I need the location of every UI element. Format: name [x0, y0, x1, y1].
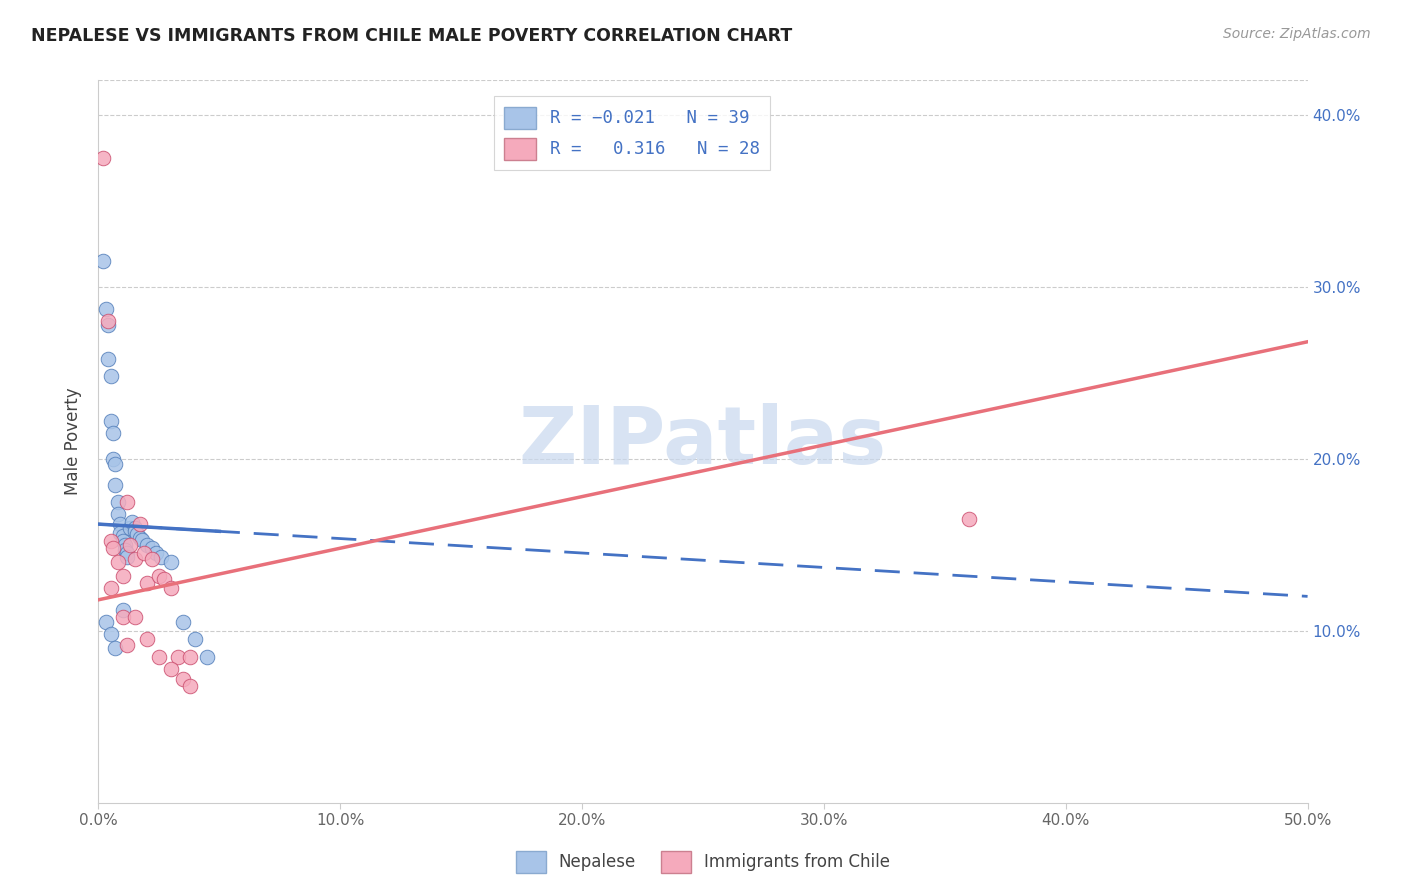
Point: [111, 603, 134, 617]
Point: [104, 457, 127, 471]
Point: [101, 541, 124, 556]
Point: [100, 581, 122, 595]
Text: ZIPatlas: ZIPatlas: [519, 402, 887, 481]
Point: [94, 302, 117, 317]
Point: [167, 649, 190, 664]
Point: [97, 318, 120, 332]
Point: [127, 527, 149, 541]
Point: [148, 649, 170, 664]
Point: [108, 525, 131, 540]
Point: [97, 314, 120, 328]
Point: [148, 568, 170, 582]
Point: [128, 531, 150, 545]
Point: [131, 533, 153, 547]
Text: Source: ZipAtlas.com: Source: ZipAtlas.com: [1223, 27, 1371, 41]
Y-axis label: Male Poverty: Male Poverty: [65, 388, 83, 495]
Point: [135, 632, 157, 647]
Point: [152, 572, 174, 586]
Point: [184, 632, 207, 647]
Point: [160, 555, 183, 569]
Point: [195, 649, 218, 664]
Point: [100, 627, 122, 641]
Point: [107, 494, 129, 508]
Point: [117, 549, 139, 564]
Point: [172, 615, 194, 630]
Point: [160, 581, 183, 595]
Point: [100, 534, 122, 549]
Legend: R = −0.021   N = 39, R =   0.316   N = 28: R = −0.021 N = 39, R = 0.316 N = 28: [494, 96, 770, 170]
Point: [107, 555, 129, 569]
Point: [957, 512, 980, 526]
Point: [124, 520, 146, 534]
Point: [104, 477, 127, 491]
Point: [124, 524, 146, 538]
Point: [100, 369, 122, 384]
Point: [104, 640, 127, 655]
Point: [117, 494, 139, 508]
Point: [124, 610, 146, 624]
Point: [111, 534, 134, 549]
Point: [111, 568, 134, 582]
Point: [91, 253, 114, 268]
Point: [141, 551, 163, 566]
Point: [111, 610, 134, 624]
Point: [179, 649, 201, 664]
Point: [118, 520, 141, 534]
Point: [124, 551, 146, 566]
Point: [108, 517, 131, 532]
Point: [117, 546, 139, 560]
Point: [141, 541, 163, 556]
Point: [114, 542, 136, 557]
Point: [128, 517, 150, 532]
Point: [118, 538, 141, 552]
Point: [117, 638, 139, 652]
Point: [114, 538, 136, 552]
Point: [160, 662, 183, 676]
Point: [134, 546, 156, 560]
Point: [97, 351, 120, 366]
Point: [172, 672, 194, 686]
Point: [135, 538, 157, 552]
Point: [100, 414, 122, 428]
Point: [101, 425, 124, 440]
Point: [101, 451, 124, 466]
Text: NEPALESE VS IMMIGRANTS FROM CHILE MALE POVERTY CORRELATION CHART: NEPALESE VS IMMIGRANTS FROM CHILE MALE P…: [31, 27, 792, 45]
Point: [107, 507, 129, 521]
Point: [135, 575, 157, 590]
Point: [145, 546, 167, 560]
Legend: Nepalese, Immigrants from Chile: Nepalese, Immigrants from Chile: [509, 845, 897, 880]
Point: [150, 549, 173, 564]
Point: [179, 679, 201, 693]
Point: [121, 516, 143, 530]
Point: [94, 615, 117, 630]
Point: [91, 151, 114, 165]
Point: [111, 529, 134, 543]
